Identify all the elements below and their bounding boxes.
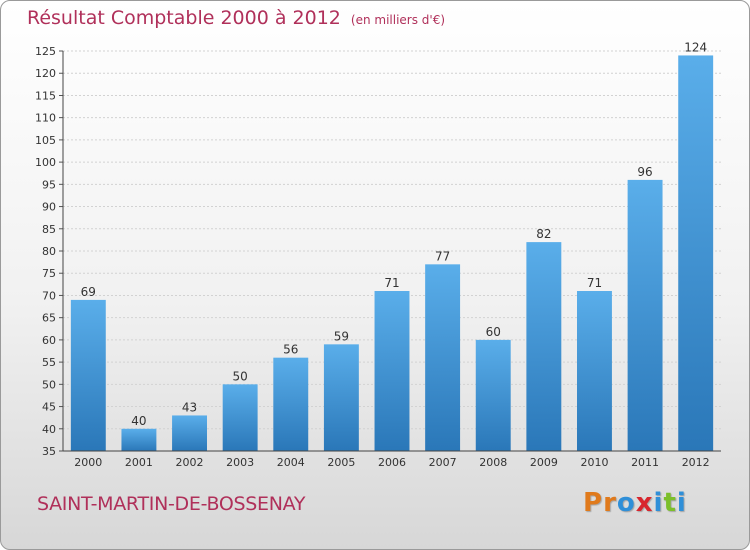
data-label: 59 [334,329,349,343]
data-label: 71 [587,276,602,290]
x-tick-label: 2004 [277,456,305,469]
y-tick-label: 80 [42,245,56,258]
y-tick-label: 50 [42,378,56,391]
x-tick-label: 2002 [176,456,204,469]
y-tick-label: 90 [42,201,56,214]
y-tick-label: 75 [42,267,56,280]
x-tick-label: 2009 [530,456,558,469]
y-tick-label: 120 [35,67,56,80]
data-label: 82 [536,227,551,241]
commune-name: SAINT-MARTIN-DE-BOSSENAY [37,493,306,515]
bar-2003 [222,384,258,451]
bar-2006 [374,291,410,451]
bar-2012 [678,55,714,451]
axes [62,51,721,452]
y-tick-label: 60 [42,334,56,347]
proxiti-logo: Proxiti [583,488,687,518]
bars [70,55,714,451]
data-label: 77 [435,249,450,263]
bar-2005 [323,344,359,451]
bar-2010 [576,291,612,451]
x-tick-label: 2000 [74,456,102,469]
logo-letter: o [616,488,636,518]
y-tick-label: 115 [35,89,56,102]
bar-2000 [70,299,106,451]
x-tick-label: 2003 [226,456,254,469]
bar-2011 [627,179,663,451]
y-tick-label: 70 [42,289,56,302]
y-tick-label: 125 [35,45,56,58]
y-tick-label: 105 [35,134,56,147]
data-label: 71 [384,276,399,290]
bar-2007 [425,264,461,451]
x-axis-ticks: 2000 2001 2002 2003 2004 2005 2006 2007 2008 2009… [74,456,709,469]
data-label: 50 [233,369,248,383]
x-tick-label: 2007 [429,456,457,469]
x-tick-label: 2011 [631,456,659,469]
logo-letter: i [676,488,687,518]
data-label: 43 [182,400,197,414]
data-labels: 69 40 43 50 56 59 71 77 60 82 71 96 124 [81,40,707,427]
bar-2002 [172,415,208,451]
data-label: 96 [637,165,652,179]
x-tick-label: 2006 [378,456,406,469]
y-axis-ticks: 35 40 45 50 55 60 65 70 75 80 85 90 95 100 105 110 115 12… [35,45,63,458]
data-label: 124 [684,40,707,54]
logo-letter: P [583,488,604,518]
bar-2009 [526,242,562,451]
data-label: 69 [81,285,96,299]
y-tick-label: 85 [42,223,56,236]
data-label: 40 [131,414,146,428]
logo-letter: x [635,488,654,518]
chart-subtitle: (en milliers d'€) [350,13,446,27]
y-tick-label: 35 [42,445,56,458]
bar-2008 [475,339,511,451]
x-tick-label: 2010 [580,456,608,469]
y-tick-label: 95 [42,178,56,191]
data-label: 60 [486,325,501,339]
x-tick-label: 2005 [327,456,355,469]
chart-title: Résultat Comptable 2000 à 2012 (en millie… [27,7,445,29]
y-tick-label: 40 [42,423,56,436]
logo-letter: t [663,488,677,518]
x-tick-label: 2001 [125,456,153,469]
y-tick-label: 110 [35,112,56,125]
y-tick-label: 55 [42,356,56,369]
y-tick-label: 100 [35,156,56,169]
logo-letter: i [653,488,664,518]
chart-title-text: Résultat Comptable 2000 à 2012 [27,7,341,29]
x-tick-label: 2008 [479,456,507,469]
bar-2004 [273,357,309,451]
logo-letter: r [603,488,617,518]
y-tick-label: 65 [42,312,56,325]
data-label: 56 [283,343,298,357]
bar-2001 [121,428,157,451]
y-tick-label: 45 [42,401,56,414]
x-tick-label: 2012 [682,456,710,469]
